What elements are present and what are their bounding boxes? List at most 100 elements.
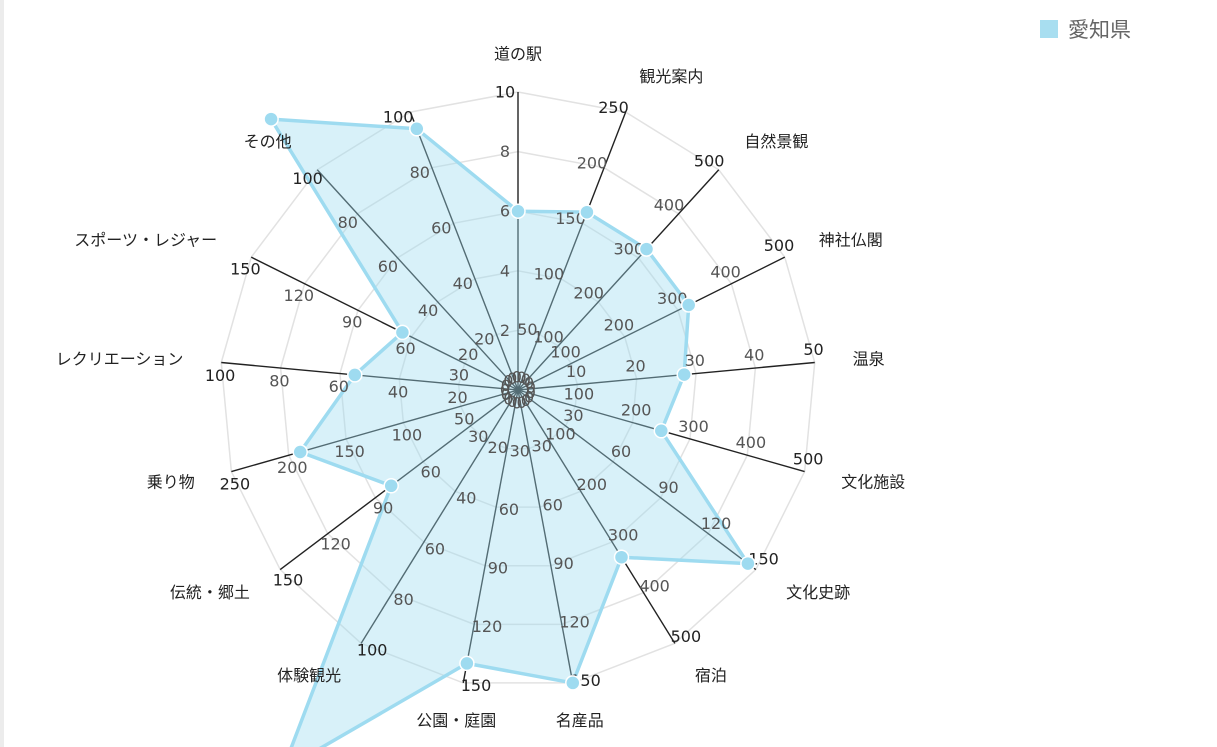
axis-spoke	[517, 389, 676, 644]
tick-label: 400	[654, 196, 685, 215]
data-point	[394, 324, 411, 341]
tick-label: 8	[500, 142, 510, 161]
tick-label: 0	[503, 389, 513, 408]
tick-label: 60	[421, 463, 441, 482]
tick-label: 60	[329, 377, 349, 396]
tick-label: 20	[488, 438, 508, 457]
tick-label: 4	[500, 261, 510, 280]
legend-swatch	[1040, 20, 1058, 38]
tick-label: 60	[611, 442, 631, 461]
tick-label: 20	[474, 330, 494, 349]
tick-label: 500	[671, 627, 702, 646]
tick-label: 80	[393, 590, 413, 609]
tick-label: 0	[524, 374, 534, 393]
tick-label: 80	[269, 371, 289, 390]
tick-label: 300	[608, 526, 639, 545]
tick-label: 0	[517, 368, 527, 387]
data-point	[292, 444, 308, 460]
tick-label: 50	[454, 409, 474, 428]
axis-spoke	[517, 389, 757, 571]
tick-label: 80	[410, 163, 430, 182]
axis-spoke	[316, 169, 519, 391]
tick-label: 100	[545, 424, 576, 443]
tick-label: 150	[273, 571, 304, 590]
tick-label: 0	[526, 383, 536, 402]
data-point	[510, 203, 526, 219]
tick-label: 30	[563, 406, 583, 425]
tick-label: 2	[500, 321, 510, 340]
grid-ring	[457, 329, 579, 450]
tick-label: 500	[694, 152, 725, 171]
tick-label: 40	[418, 301, 438, 320]
tick-label: 400	[710, 263, 741, 282]
tick-label: 90	[553, 554, 573, 573]
tick-label: 150	[748, 550, 779, 569]
tick-label: 120	[284, 286, 315, 305]
axis-label: 伝統・郷土	[170, 583, 250, 602]
tick-label: 200	[577, 154, 608, 173]
axis-label: 宿泊	[695, 666, 727, 685]
data-point	[638, 241, 655, 257]
data-point	[680, 297, 697, 313]
tick-label: 40	[388, 382, 408, 401]
tick-label: 60	[543, 495, 563, 514]
grid-ring	[279, 150, 757, 626]
tick-label: 0	[501, 376, 511, 395]
data-point	[409, 121, 425, 137]
tick-label: 10	[495, 83, 515, 102]
axis-label: 温泉	[853, 350, 885, 369]
axis-label: レクリエーション	[56, 350, 184, 369]
axis-spoke	[360, 389, 519, 644]
tick-label: 200	[604, 316, 635, 335]
data-point	[676, 366, 692, 383]
data-point	[263, 111, 279, 127]
tick-label: 100	[392, 426, 423, 445]
tick-label: 300	[678, 417, 709, 436]
tick-label: 50	[803, 340, 823, 359]
axis-label: 自然景観	[744, 132, 808, 151]
tick-label: 300	[657, 289, 688, 308]
data-point	[653, 423, 670, 439]
tick-label: 90	[342, 312, 362, 331]
axis-label: 公園・庭園	[416, 711, 496, 730]
tick-label: 100	[550, 342, 581, 361]
tick-label: 80	[338, 213, 358, 232]
tick-label: 50	[517, 320, 537, 339]
tick-label: 200	[621, 401, 652, 420]
tick-label: 90	[373, 499, 393, 518]
data-point	[740, 555, 756, 572]
tick-label: 120	[472, 617, 503, 636]
tick-label: 100	[205, 366, 236, 385]
axis-label: スポーツ・レジャー	[74, 231, 217, 250]
tick-label: 250	[220, 475, 251, 494]
tick-label: 90	[488, 559, 508, 578]
tick-label: 6	[500, 202, 510, 221]
axis-spoke	[517, 169, 720, 391]
axis-label: 道の駅	[494, 45, 542, 64]
tick-label: 10	[566, 362, 586, 381]
tick-label: 40	[453, 274, 473, 293]
grid-ring	[339, 210, 697, 567]
tick-label: 0	[512, 393, 522, 412]
tick-label: 60	[395, 339, 415, 358]
data-point	[383, 478, 399, 494]
tick-label: 500	[764, 236, 795, 255]
data-point	[565, 675, 581, 691]
legend[interactable]: 愛知県	[1040, 14, 1131, 44]
axis-label: その他	[244, 132, 292, 151]
axis-label: 体験観光	[277, 666, 341, 685]
axis-spoke	[221, 361, 519, 391]
tick-label: 30	[468, 427, 488, 446]
left-border	[0, 0, 4, 747]
data-point	[579, 204, 595, 220]
tick-label: 0	[501, 385, 511, 404]
data-point	[459, 655, 475, 672]
tick-label: 100	[383, 107, 414, 126]
tick-label: 500	[793, 450, 824, 469]
tick-label: 0	[503, 372, 513, 391]
tick-label: 250	[598, 98, 629, 117]
tick-label: 120	[320, 535, 351, 554]
tick-label: 40	[456, 489, 476, 508]
tick-label: 0	[517, 393, 527, 412]
